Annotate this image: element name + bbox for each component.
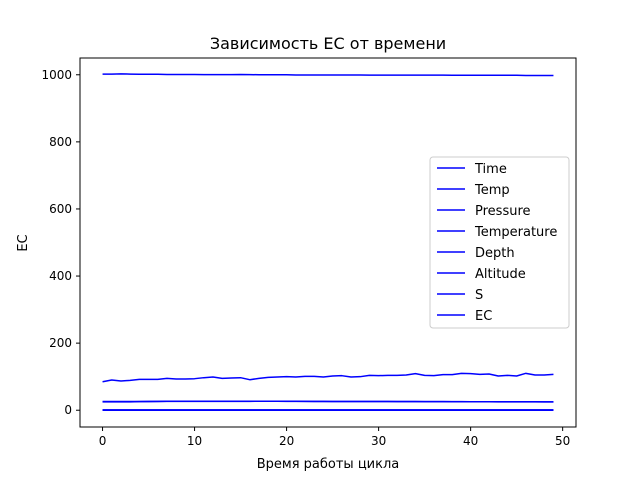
plot-area <box>79 57 577 428</box>
x-tick-label: 0 <box>99 434 107 448</box>
axes-frame <box>79 57 577 428</box>
x-tick-label: 40 <box>463 434 478 448</box>
x-tick-label: 10 <box>187 434 202 448</box>
x-tick-label: 20 <box>279 434 294 448</box>
x-tick-label: 50 <box>555 434 570 448</box>
chart-title: Зависимость EC от времени <box>210 34 446 53</box>
series-line-ec <box>102 372 554 383</box>
x-axis-label: Время работы цикла <box>257 457 400 472</box>
y-tick-label: 200 <box>49 336 72 350</box>
legend-label: S <box>475 288 483 303</box>
legend-label: EC <box>475 309 492 324</box>
legend-label: Temperature <box>474 225 557 240</box>
legend-label: Altitude <box>475 267 526 282</box>
series-lines <box>102 73 554 411</box>
x-tick-label: 30 <box>371 434 386 448</box>
y-tick-label: 0 <box>64 403 72 417</box>
y-tick-label: 1000 <box>41 68 72 82</box>
x-axis-ticks: 0 10 20 30 40 50 <box>99 427 570 448</box>
y-axis-label: EC <box>16 234 31 251</box>
legend: Time Temp Pressure Temperature Depth Altitude… <box>429 156 570 329</box>
y-tick-label: 800 <box>49 135 72 149</box>
legend-label: Time <box>474 162 507 177</box>
y-tick-label: 600 <box>49 202 72 216</box>
legend-label: Pressure <box>475 204 531 219</box>
series-line-temperature <box>102 400 554 403</box>
series-line-pressure <box>102 73 554 77</box>
legend-label: Depth <box>475 246 515 261</box>
legend-box <box>429 156 570 329</box>
y-axis-ticks: 0 200 400 600 800 1000 <box>41 68 80 417</box>
legend-label: Temp <box>474 183 510 198</box>
y-tick-label: 400 <box>49 269 72 283</box>
